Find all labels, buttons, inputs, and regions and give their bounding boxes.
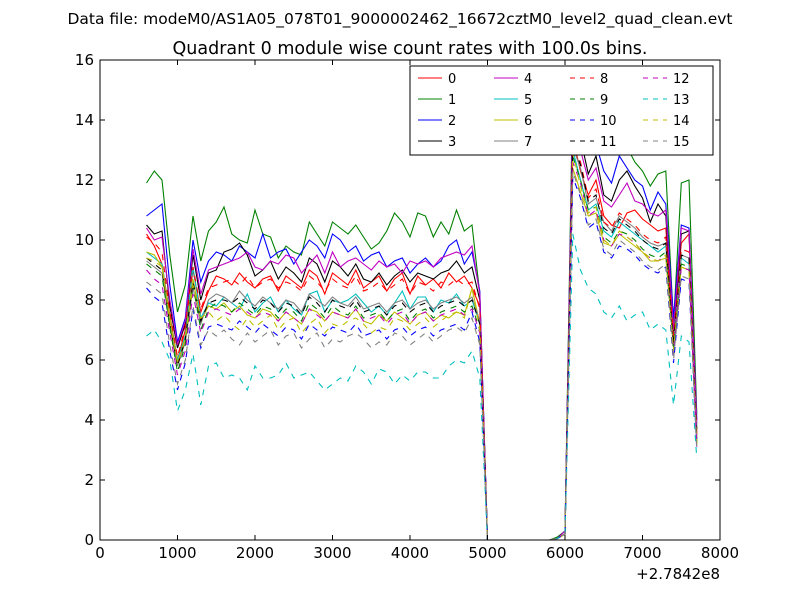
chart-title: Quadrant 0 module wise count rates with … (173, 39, 648, 59)
x-tick-label: 5000 (468, 544, 506, 562)
legend-label-9: 9 (600, 93, 608, 108)
series-line-8 (146, 134, 698, 540)
y-tick-label: 10 (75, 231, 94, 249)
legend-label-12: 12 (673, 72, 690, 87)
series-line-13 (146, 233, 698, 540)
series-line-11 (146, 143, 698, 540)
axis-ticks: 0 1000 2000 3000 4000 5000 6000 7000 80000246810… (75, 51, 739, 562)
plot-lines (146, 77, 698, 540)
chart-suptitle: Data file: modeM0/AS1A05_078T01_90000024… (67, 10, 732, 29)
legend-label-11: 11 (600, 135, 617, 150)
legend-label-10: 10 (600, 114, 617, 129)
y-tick-label: 2 (84, 471, 94, 489)
legend-label-14: 14 (673, 114, 690, 129)
legend-label-2: 2 (448, 114, 456, 129)
legend-label-6: 6 (524, 114, 532, 129)
y-tick-label: 0 (84, 531, 94, 549)
legend-label-5: 5 (524, 93, 532, 108)
y-tick-label: 6 (84, 351, 94, 369)
y-tick-label: 16 (75, 51, 94, 69)
legend-label-13: 13 (673, 93, 690, 108)
y-tick-label: 12 (75, 171, 94, 189)
series-line-15 (146, 170, 698, 540)
series-line-4 (146, 110, 698, 540)
series-line-2 (146, 107, 698, 540)
series-line-10 (146, 176, 698, 540)
legend-label-15: 15 (673, 135, 690, 150)
x-tick-label: 6000 (546, 544, 584, 562)
legend-label-7: 7 (524, 135, 532, 150)
x-tick-label: 3000 (313, 544, 351, 562)
legend-label-0: 0 (448, 72, 456, 87)
x-tick-label: 7000 (623, 544, 661, 562)
y-tick-label: 14 (75, 111, 94, 129)
x-tick-label: 0 (95, 544, 105, 562)
x-tick-label: 4000 (391, 544, 429, 562)
y-tick-label: 4 (84, 411, 94, 429)
legend-label-8: 8 (600, 72, 608, 87)
series-line-14 (146, 152, 698, 540)
x-offset-text: +2.7842e8 (636, 565, 720, 583)
legend-frame (409, 65, 714, 156)
series-line-0 (146, 137, 698, 540)
series-line-5 (146, 149, 698, 540)
series-line-3 (146, 122, 698, 540)
x-tick-label: 2000 (236, 544, 274, 562)
x-tick-label: 1000 (158, 544, 196, 562)
legend-label-3: 3 (448, 135, 456, 150)
axes-frame (99, 59, 721, 541)
y-tick-label: 8 (84, 291, 94, 309)
x-tick-label: 8000 (701, 544, 739, 562)
legend-label-1: 1 (448, 93, 456, 108)
legend-label-4: 4 (524, 72, 532, 87)
